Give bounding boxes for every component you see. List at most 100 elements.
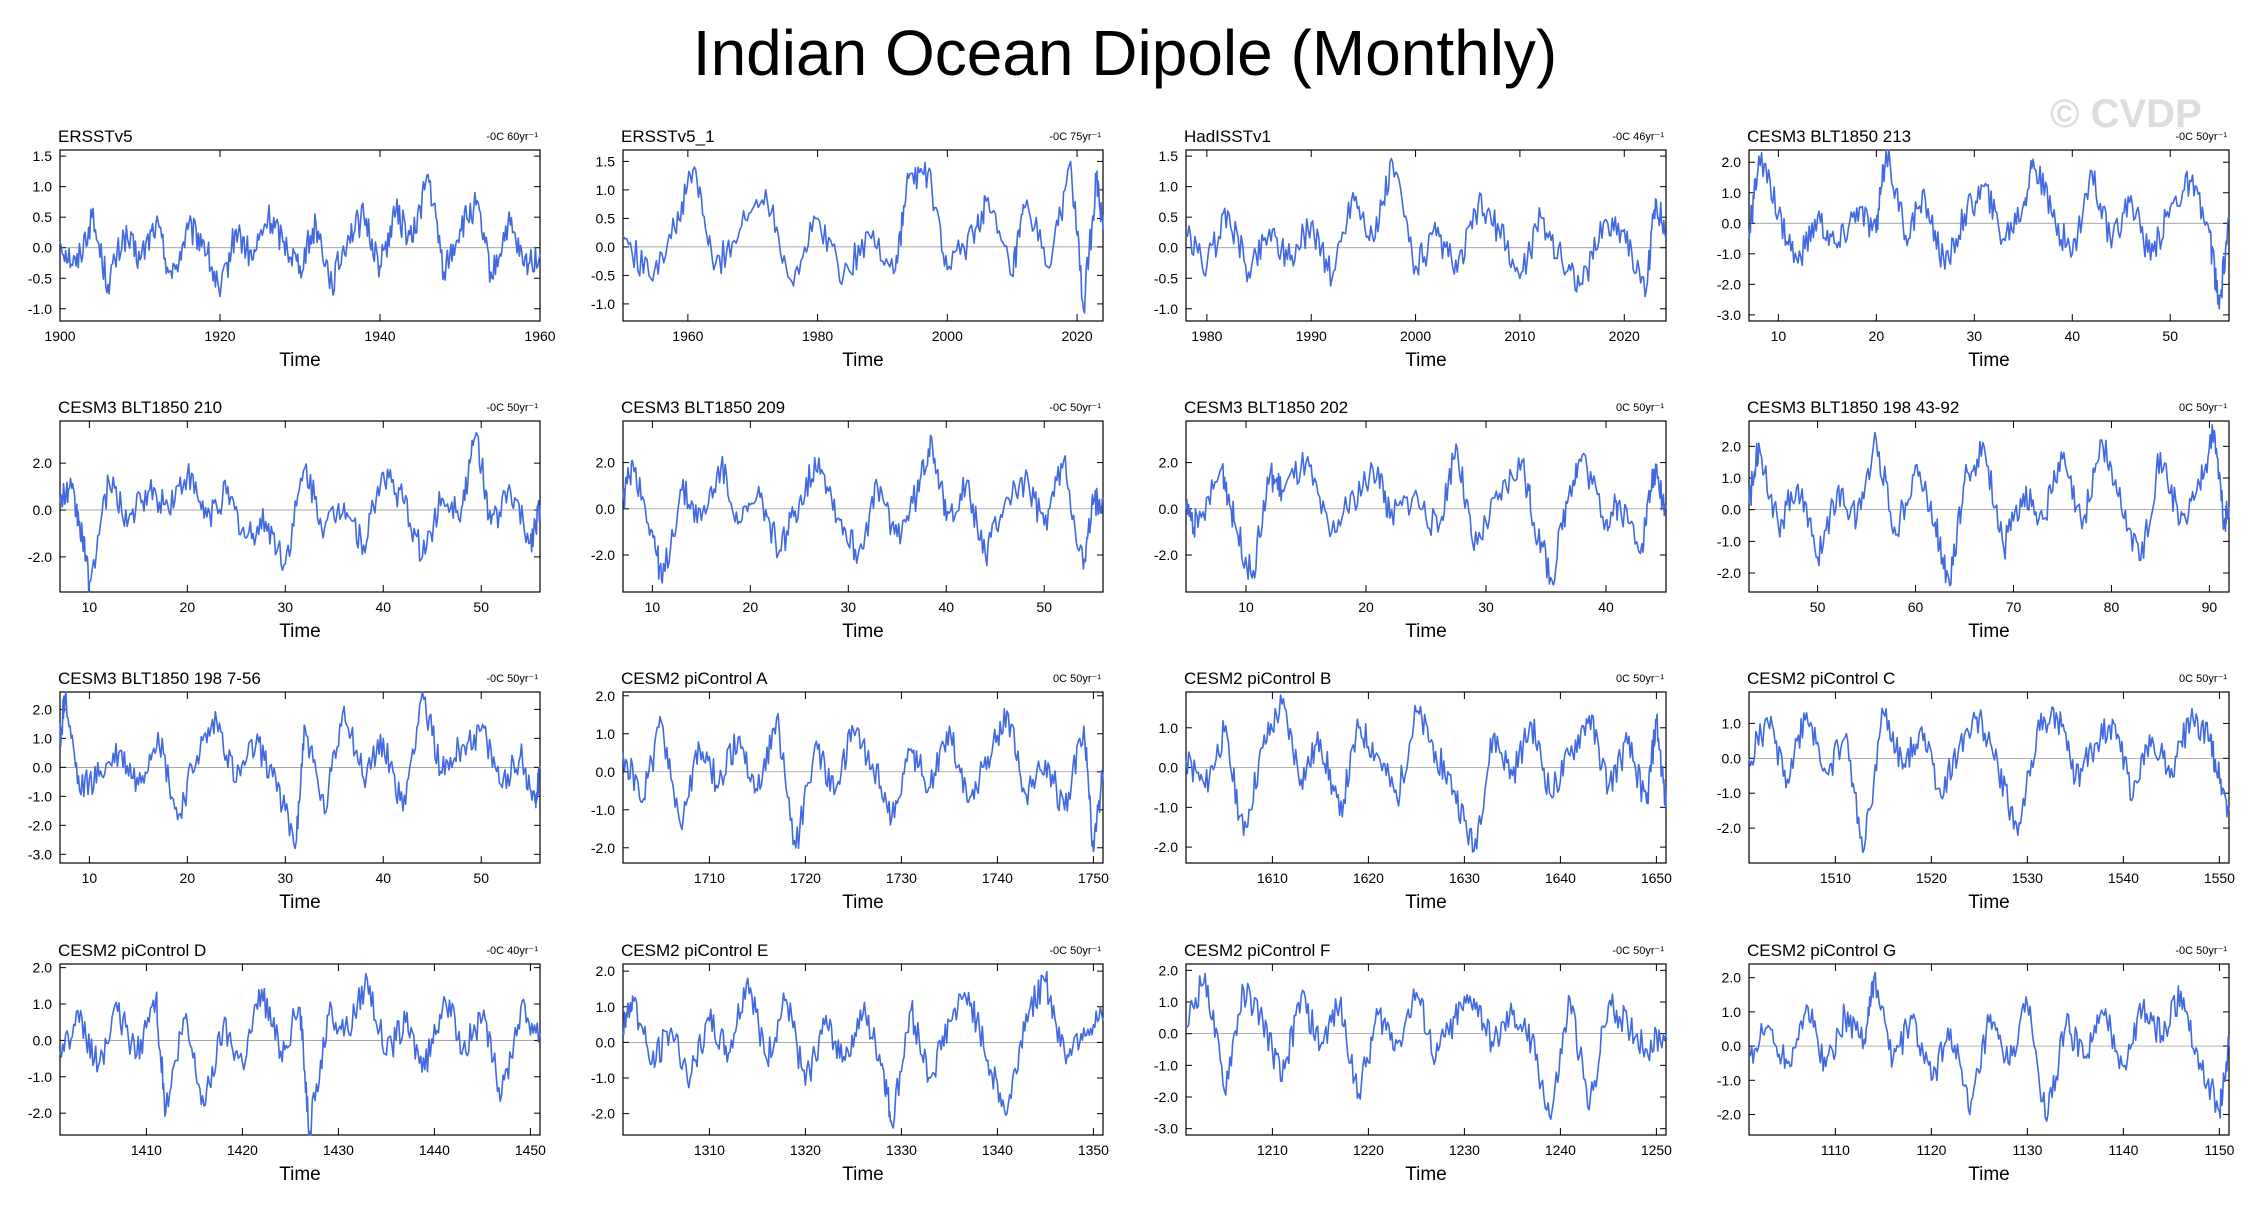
- y-tick-label: 0.0: [596, 501, 616, 517]
- x-tick-label: 1250: [1641, 1142, 1672, 1158]
- ido-series-line: [59, 972, 541, 1136]
- cvdp-watermark: © CVDP: [2050, 92, 2202, 136]
- y-tick-label: -1.0: [591, 802, 615, 818]
- y-tick-label: -1.0: [1154, 301, 1178, 317]
- x-tick-label: 50: [1036, 599, 1052, 615]
- y-tick-label: -0.5: [1154, 270, 1178, 286]
- y-tick-label: 0.0: [1159, 760, 1179, 776]
- trend-label: -0C 40yr⁻¹: [486, 945, 538, 957]
- y-tick-label: -1.0: [1717, 1072, 1741, 1088]
- panel-12: CESM2 piControl C 0C 50yr⁻¹ -2.0 -1.0 0.0 1.0…: [1717, 669, 2235, 913]
- x-tick-label: 80: [2104, 599, 2120, 615]
- panel-11: CESM2 piControl B 0C 50yr⁻¹ -2.0 -1.0 0.0 1.0…: [1154, 669, 1672, 913]
- x-tick-label: 1440: [419, 1142, 450, 1158]
- panel-title: CESM2 piControl B: [1184, 669, 1331, 688]
- trend-label: 0C 50yr⁻¹: [1616, 673, 1664, 685]
- x-tick-label: 1410: [131, 1142, 162, 1158]
- y-tick-label: 0.0: [1159, 240, 1179, 256]
- x-tick-label: 2000: [932, 328, 963, 344]
- x-tick-label: 1210: [1257, 1142, 1288, 1158]
- x-tick-label: 20: [1358, 599, 1374, 615]
- y-tick-label: -3.0: [1154, 1121, 1178, 1137]
- plot-frame: [1185, 420, 1667, 593]
- trend-label: -0C 50yr⁻¹: [1612, 945, 1664, 957]
- panel-title: CESM3 BLT1850 213: [1747, 127, 1911, 146]
- y-tick-label: 1.0: [1722, 185, 1742, 201]
- y-tick-label: -1.0: [1717, 533, 1741, 549]
- panel-4: CESM3 BLT1850 213 -0C 50yr⁻¹ -3.0 -2.0 -1.0 0…: [1717, 127, 2230, 371]
- y-tick-label: 1.0: [33, 996, 53, 1012]
- x-tick-label: 30: [1967, 328, 1983, 344]
- x-tick-label: 1550: [2204, 870, 2235, 886]
- ido-series-line: [622, 160, 1104, 314]
- y-tick-label: -2.0: [28, 817, 52, 833]
- ido-series-line: [59, 431, 541, 593]
- y-tick-label: -0.5: [28, 270, 52, 286]
- panel-title: HadISSTv1: [1184, 127, 1271, 146]
- plot-frame: [1185, 963, 1667, 1136]
- x-tick-label: 1650: [1641, 870, 1672, 886]
- x-tick-label: 40: [375, 870, 391, 886]
- y-tick-label: 0.0: [596, 764, 616, 780]
- ido-series-line: [1185, 157, 1667, 298]
- trend-label: 0C 50yr⁻¹: [2179, 673, 2227, 685]
- x-tick-label: 1110: [1821, 1142, 1850, 1158]
- x-tick-label: 40: [938, 599, 954, 615]
- x-tick-label: 1710: [694, 870, 725, 886]
- y-tick-label: 1.0: [1722, 470, 1742, 486]
- x-axis-label: Time: [279, 892, 321, 913]
- ido-series-line: [1748, 149, 2230, 310]
- x-axis-label: Time: [1405, 350, 1447, 371]
- y-tick-label: -2.0: [591, 547, 615, 563]
- y-tick-label: 0.5: [1159, 209, 1179, 225]
- x-tick-label: 1740: [982, 870, 1013, 886]
- panel-15: CESM2 piControl F -0C 50yr⁻¹ -3.0 -2.0 -1.0 0…: [1154, 941, 1672, 1185]
- y-tick-label: -2.0: [1154, 839, 1178, 855]
- x-tick-label: 1320: [790, 1142, 821, 1158]
- x-axis-label: Time: [1968, 1164, 2010, 1185]
- panel-title: CESM3 BLT1850 198 43-92: [1747, 398, 1959, 417]
- y-tick-label: 0.0: [33, 240, 53, 256]
- y-tick-label: 0.0: [596, 239, 616, 255]
- x-tick-label: 1240: [1545, 1142, 1576, 1158]
- y-tick-label: 1.0: [33, 730, 53, 746]
- trend-label: 0C 50yr⁻¹: [1616, 402, 1664, 414]
- ido-series-line: [1185, 694, 1667, 853]
- panel-2: ERSSTv5_1 -0C 75yr⁻¹ -1.0 -0.5 0.0 0.5 1.0 1.5 1…: [591, 127, 1104, 371]
- x-tick-label: 1940: [364, 328, 395, 344]
- y-tick-label: -1.0: [28, 1069, 52, 1085]
- x-axis-label: Time: [842, 350, 884, 371]
- y-tick-label: 2.0: [596, 963, 616, 979]
- y-tick-label: -2.0: [591, 1106, 615, 1122]
- trend-label: -0C 50yr⁻¹: [1049, 945, 1101, 957]
- plot-frame: [59, 691, 541, 864]
- x-tick-label: 1420: [227, 1142, 258, 1158]
- x-tick-label: 30: [1478, 599, 1494, 615]
- y-tick-label: 0.5: [33, 209, 53, 225]
- x-tick-label: 1450: [515, 1142, 546, 1158]
- y-tick-label: 1.0: [1159, 994, 1179, 1010]
- plot-frame: [622, 420, 1104, 593]
- x-tick-label: 1630: [1449, 870, 1480, 886]
- y-tick-label: 1.0: [596, 182, 616, 198]
- y-tick-label: -1.0: [1154, 1057, 1178, 1073]
- panel-16: CESM2 piControl G -0C 50yr⁻¹ -2.0 -1.0 0.0 1.…: [1717, 941, 2235, 1185]
- plot-frame: [1748, 963, 2230, 1136]
- x-tick-label: 40: [2064, 328, 2080, 344]
- x-axis-label: Time: [1405, 1164, 1447, 1185]
- panel-3: HadISSTv1 -0C 46yr⁻¹ -1.0 -0.5 0.0 0.5 1.0 1.5 1…: [1154, 127, 1667, 371]
- y-tick-label: 0.0: [33, 1032, 53, 1048]
- trend-label: -0C 46yr⁻¹: [1612, 131, 1664, 143]
- y-tick-label: 2.0: [1722, 438, 1742, 454]
- trend-label: -0C 75yr⁻¹: [1049, 131, 1101, 143]
- x-tick-label: 1540: [2108, 870, 2139, 886]
- x-axis-label: Time: [1405, 621, 1447, 642]
- ido-series-line: [59, 173, 541, 298]
- x-tick-label: 1730: [886, 870, 917, 886]
- x-tick-label: 10: [1771, 328, 1787, 344]
- y-tick-label: 0.0: [1722, 750, 1742, 766]
- y-tick-label: 2.0: [596, 455, 616, 471]
- plot-frame: [1185, 149, 1667, 322]
- trend-label: -0C 50yr⁻¹: [2175, 945, 2227, 957]
- x-tick-label: 1980: [802, 328, 833, 344]
